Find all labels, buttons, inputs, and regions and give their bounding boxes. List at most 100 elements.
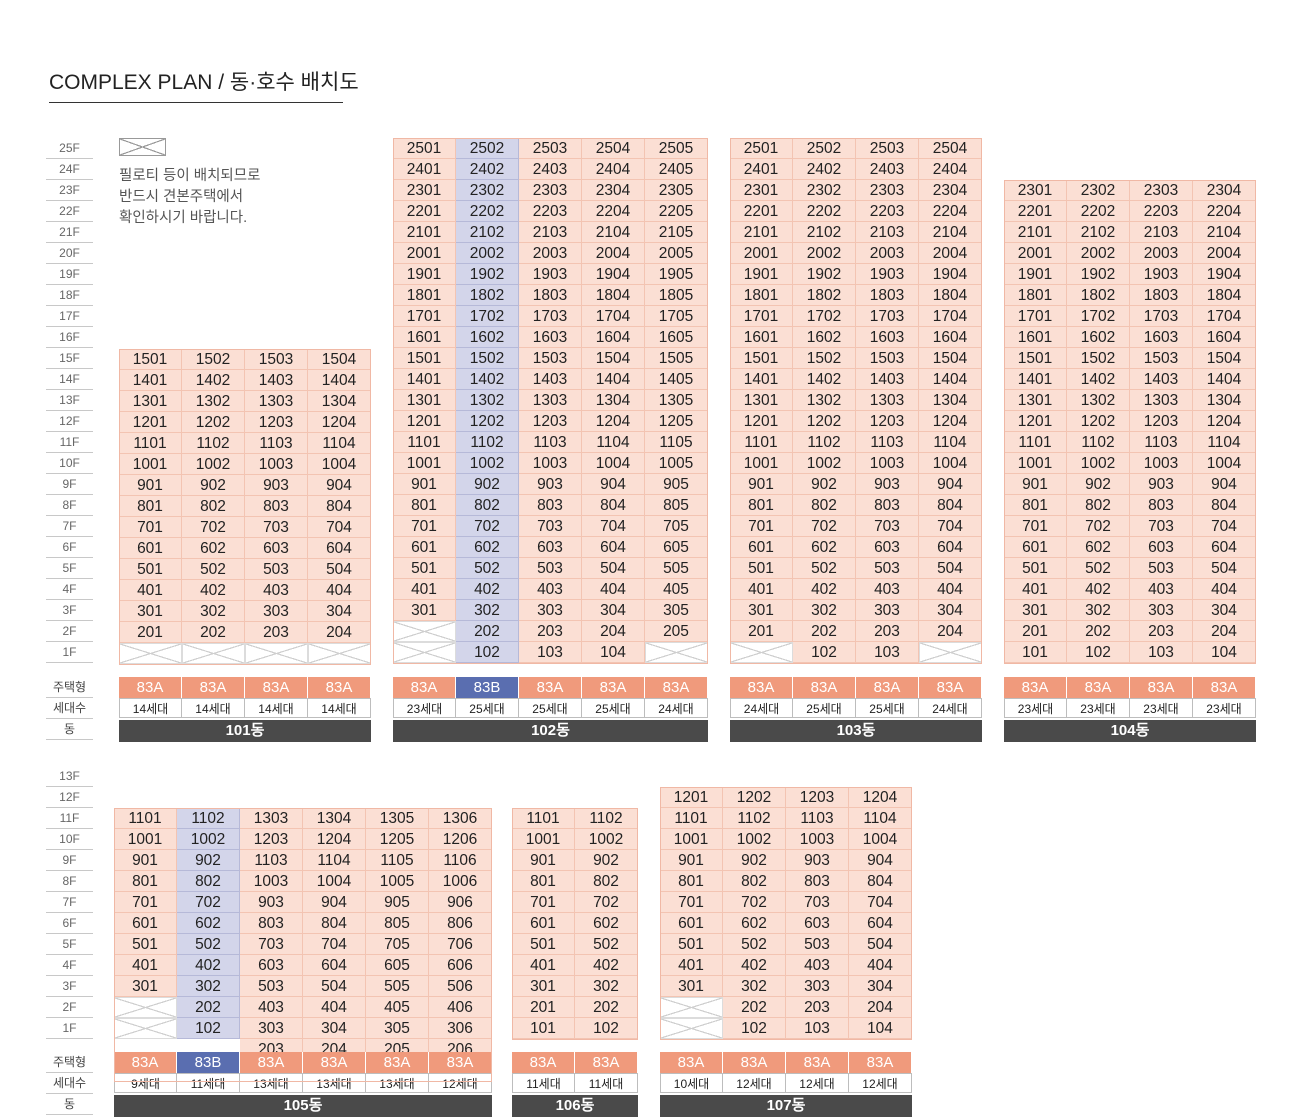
unit-cell: 603 xyxy=(245,538,308,559)
unit-cell: 1104 xyxy=(849,808,912,829)
unit-cell: 1102 xyxy=(575,808,638,829)
unit-cell: 801 xyxy=(660,871,723,892)
unit-cell: 2203 xyxy=(519,201,582,222)
unit-cell: 2202 xyxy=(1067,201,1130,222)
unit-cell: 1304 xyxy=(1193,390,1256,411)
unit-cell: 702 xyxy=(456,516,519,537)
unit-cell: 602 xyxy=(575,913,638,934)
floor-label: 16F xyxy=(46,327,93,348)
unit-cell: 803 xyxy=(519,495,582,516)
unit-cell: 605 xyxy=(366,955,429,976)
unit-cell: 201 xyxy=(119,622,182,643)
unit-cell: 405 xyxy=(366,997,429,1018)
unit-cell: 902 xyxy=(177,850,240,871)
unit-cell: 1003 xyxy=(245,454,308,475)
unit-cell: 904 xyxy=(303,892,366,913)
unit-cell: 1503 xyxy=(519,348,582,369)
unit-cell: 2501 xyxy=(393,138,456,159)
unit-cell: 303 xyxy=(856,600,919,621)
unit-cell: 302 xyxy=(793,600,856,621)
unit-cell: 202 xyxy=(1067,621,1130,642)
unit-cell: 1206 xyxy=(429,829,492,850)
household-count: 24세대 xyxy=(919,698,982,718)
unit-cell: 401 xyxy=(1004,579,1067,600)
unit-cell: 1202 xyxy=(182,412,245,433)
floor-label: 17F xyxy=(46,306,93,327)
unit-cell: 801 xyxy=(1004,495,1067,516)
unit-cell: 1301 xyxy=(1004,390,1067,411)
unit-type-badge: 83A xyxy=(114,1052,177,1073)
unit-cell: 1804 xyxy=(1193,285,1256,306)
unit-cell: 803 xyxy=(245,496,308,517)
unit-cell: 1002 xyxy=(575,829,638,850)
unit-cell: 501 xyxy=(1004,558,1067,579)
unit-cell: 904 xyxy=(849,850,912,871)
unit-type-badge: 83A xyxy=(429,1052,492,1073)
unit-cell: 703 xyxy=(856,516,919,537)
unit-cell: 504 xyxy=(849,934,912,955)
unit-cell: 1505 xyxy=(645,348,708,369)
unit-cell: 2403 xyxy=(519,159,582,180)
household-count: 11세대 xyxy=(512,1073,575,1093)
unit-cell: 1101 xyxy=(1004,432,1067,453)
unit-type-badge: 83A xyxy=(1067,677,1130,698)
unit-cell: 504 xyxy=(1193,558,1256,579)
household-count: 13세대 xyxy=(366,1073,429,1093)
unit-cell: 302 xyxy=(182,601,245,622)
unit-cell: 705 xyxy=(645,516,708,537)
unit-cell: 1904 xyxy=(1193,264,1256,285)
floor-label: 12F xyxy=(46,411,93,432)
unit-cell: 202 xyxy=(182,622,245,643)
unit-cell: 202 xyxy=(177,997,240,1018)
household-count: 14세대 xyxy=(245,698,308,718)
unit-cell: 103 xyxy=(519,642,582,663)
unit-cell: 1405 xyxy=(645,369,708,390)
unit-cell: 2201 xyxy=(730,201,793,222)
unit-cell: 2505 xyxy=(645,138,708,159)
unit-cell: 1202 xyxy=(1067,411,1130,432)
unit-cell: 1002 xyxy=(182,454,245,475)
unit-cell: 1603 xyxy=(856,327,919,348)
unit-cell: 1502 xyxy=(182,349,245,370)
unit-cell: 1103 xyxy=(245,433,308,454)
unit-type-badge: 83B xyxy=(456,677,519,698)
unit-cell: 2301 xyxy=(393,180,456,201)
unit-cell: 1003 xyxy=(519,453,582,474)
unit-cell: 1801 xyxy=(1004,285,1067,306)
unit-cell: 402 xyxy=(793,579,856,600)
unit-cell: 1601 xyxy=(730,327,793,348)
pilotis-cell xyxy=(660,1018,723,1039)
unit-cell: 203 xyxy=(519,621,582,642)
unit-cell: 2204 xyxy=(582,201,645,222)
unit-cell: 2504 xyxy=(919,138,982,159)
unit-cell: 1905 xyxy=(645,264,708,285)
unit-cell: 705 xyxy=(366,934,429,955)
unit-cell: 703 xyxy=(1130,516,1193,537)
unit-cell: 403 xyxy=(240,997,303,1018)
unit-cell: 903 xyxy=(245,475,308,496)
row-label-type: 주택형 xyxy=(46,677,93,698)
unit-cell: 1401 xyxy=(1004,369,1067,390)
building-name-bar: 101동 xyxy=(119,720,371,742)
unit-cell: 2303 xyxy=(519,180,582,201)
unit-cell: 1302 xyxy=(456,390,519,411)
unit-cell: 404 xyxy=(849,955,912,976)
unit-cell: 1902 xyxy=(456,264,519,285)
pilotis-cell xyxy=(245,643,308,664)
unit-cell: 1704 xyxy=(919,306,982,327)
unit-cell: 2103 xyxy=(856,222,919,243)
unit-cell: 101 xyxy=(512,1018,575,1039)
unit-cell: 1006 xyxy=(429,871,492,892)
unit-cell: 803 xyxy=(240,913,303,934)
pilotis-cell xyxy=(730,642,793,663)
pilotis-cell xyxy=(393,642,456,663)
unit-cell: 802 xyxy=(575,871,638,892)
unit-type-badge: 83A xyxy=(786,1052,849,1073)
pilotis-cell xyxy=(919,642,982,663)
floor-label: 6F xyxy=(46,913,93,934)
unit-cell: 404 xyxy=(582,579,645,600)
unit-cell: 301 xyxy=(119,601,182,622)
unit-cell: 1501 xyxy=(393,348,456,369)
unit-cell: 1503 xyxy=(245,349,308,370)
unit-cell: 1704 xyxy=(1193,306,1256,327)
